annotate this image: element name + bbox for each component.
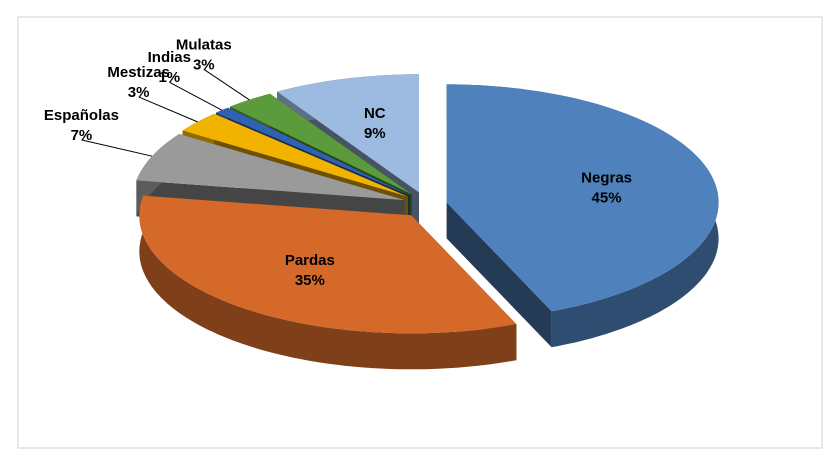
- slice-value-label: 45%: [592, 189, 622, 206]
- slice-label: Mestizas: [107, 64, 170, 81]
- slice-value-label: 35%: [295, 272, 325, 289]
- leader-line: [81, 139, 153, 157]
- leader-line: [203, 68, 250, 101]
- slice-value-label: 9%: [364, 125, 386, 142]
- slice-label: NC: [364, 105, 386, 122]
- leader-line: [138, 96, 198, 123]
- slice-value-label: 3%: [128, 84, 150, 101]
- slice-top: [136, 134, 405, 201]
- slice-top: [139, 195, 517, 334]
- slice-top: [277, 74, 419, 193]
- slice-wall: [139, 195, 517, 370]
- slice: [139, 195, 517, 370]
- slice-side: [446, 202, 552, 348]
- leader-line: [169, 81, 223, 111]
- slice-top: [446, 84, 719, 312]
- slice-label: Indias: [148, 49, 191, 66]
- slice: [446, 84, 719, 348]
- slice-label: Mulatas: [176, 36, 232, 53]
- slice-top: [230, 93, 412, 195]
- slice-value-label: 3%: [193, 56, 215, 73]
- slice-label: Pardas: [285, 252, 335, 269]
- slice-value-label: 7%: [71, 127, 93, 144]
- slice-top: [182, 113, 408, 197]
- slice-label: Españolas: [44, 107, 119, 124]
- slice-top: [216, 107, 410, 196]
- slice-label: Negras: [581, 169, 632, 186]
- slice-value-label: 1%: [158, 69, 180, 86]
